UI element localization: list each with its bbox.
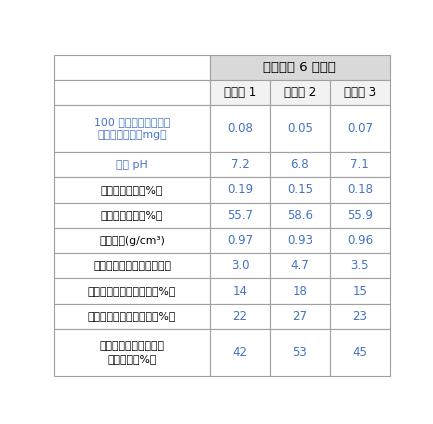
Text: 0.97: 0.97: [227, 234, 253, 247]
Bar: [210, 304, 270, 329]
Bar: [54, 329, 210, 376]
Bar: [210, 177, 270, 203]
Text: 7.2: 7.2: [231, 158, 249, 171]
Bar: [330, 228, 390, 253]
Bar: [54, 304, 210, 329]
Text: 0.15: 0.15: [287, 184, 313, 196]
Bar: [270, 329, 330, 376]
Bar: [330, 279, 390, 304]
Bar: [330, 203, 390, 228]
Text: 58.6: 58.6: [287, 209, 313, 222]
Bar: [270, 177, 330, 203]
Bar: [210, 203, 270, 228]
Text: 45: 45: [352, 346, 367, 359]
Text: 土壤中可交换的氧化馒
含量提高（%）: 土壤中可交换的氧化馒 含量提高（%）: [100, 341, 165, 363]
Text: 土壤水分渗透率提高（倍）: 土壤水分渗透率提高（倍）: [93, 261, 171, 271]
Text: 42: 42: [233, 346, 248, 359]
Bar: [270, 304, 330, 329]
Bar: [210, 152, 270, 177]
Text: 14: 14: [233, 285, 248, 298]
Text: 3.0: 3.0: [231, 259, 249, 272]
Bar: [330, 152, 390, 177]
Bar: [54, 203, 210, 228]
Text: 3.5: 3.5: [351, 259, 369, 272]
Bar: [270, 203, 330, 228]
Text: 55.9: 55.9: [347, 209, 373, 222]
Bar: [330, 80, 390, 105]
Bar: [330, 105, 390, 152]
Bar: [270, 228, 330, 253]
Text: 土壤中氮肾利用率提高（%）: 土壤中氮肾利用率提高（%）: [88, 286, 176, 296]
Text: 0.19: 0.19: [227, 184, 253, 196]
Bar: [270, 279, 330, 304]
Text: 0.07: 0.07: [347, 122, 373, 135]
Bar: [330, 177, 390, 203]
Text: 土壤中磷肾利用率提高（%）: 土壤中磷肾利用率提高（%）: [88, 311, 176, 321]
Text: 4.7: 4.7: [291, 259, 309, 272]
Text: 100 克土壤的可溶盐组
成中苏打含量（mg）: 100 克土壤的可溶盐组 成中苏打含量（mg）: [94, 117, 170, 140]
Text: 土壤容重(g/cm³): 土壤容重(g/cm³): [99, 236, 165, 245]
Bar: [54, 177, 210, 203]
Text: 15: 15: [352, 285, 367, 298]
Bar: [210, 329, 270, 376]
Text: 0.05: 0.05: [287, 122, 313, 135]
Bar: [270, 105, 330, 152]
Bar: [210, 105, 270, 152]
Text: 0.96: 0.96: [347, 234, 373, 247]
Text: 53: 53: [293, 346, 307, 359]
Text: 27: 27: [292, 310, 307, 323]
Bar: [54, 253, 210, 279]
Bar: [270, 152, 330, 177]
Bar: [210, 253, 270, 279]
Bar: [54, 152, 210, 177]
Bar: [330, 329, 390, 376]
Text: 0.08: 0.08: [227, 122, 253, 135]
Bar: [54, 55, 210, 80]
Text: 7.1: 7.1: [350, 158, 369, 171]
Text: 土壤改良 6 个月后: 土壤改良 6 个月后: [264, 61, 336, 74]
Text: 18: 18: [293, 285, 307, 298]
Text: 6.8: 6.8: [291, 158, 309, 171]
Text: 0.93: 0.93: [287, 234, 313, 247]
Text: 实施例 3: 实施例 3: [344, 86, 376, 99]
Bar: [54, 279, 210, 304]
Text: 55.7: 55.7: [227, 209, 253, 222]
Bar: [54, 228, 210, 253]
Bar: [210, 228, 270, 253]
Text: 实施例 1: 实施例 1: [224, 86, 256, 99]
Text: 23: 23: [352, 310, 367, 323]
Text: 土壤总含盐量（%）: 土壤总含盐量（%）: [101, 185, 163, 195]
Text: 土壤 pH: 土壤 pH: [116, 160, 148, 170]
Bar: [270, 253, 330, 279]
Bar: [330, 253, 390, 279]
Bar: [330, 304, 390, 329]
Text: 实施例 2: 实施例 2: [284, 86, 316, 99]
Bar: [210, 55, 390, 80]
Text: 0.18: 0.18: [347, 184, 373, 196]
Bar: [210, 80, 270, 105]
Bar: [270, 80, 330, 105]
Bar: [54, 105, 210, 152]
Text: 土壤总孔隙率（%）: 土壤总孔隙率（%）: [101, 210, 163, 220]
Bar: [54, 80, 210, 105]
Bar: [210, 279, 270, 304]
Text: 22: 22: [233, 310, 248, 323]
